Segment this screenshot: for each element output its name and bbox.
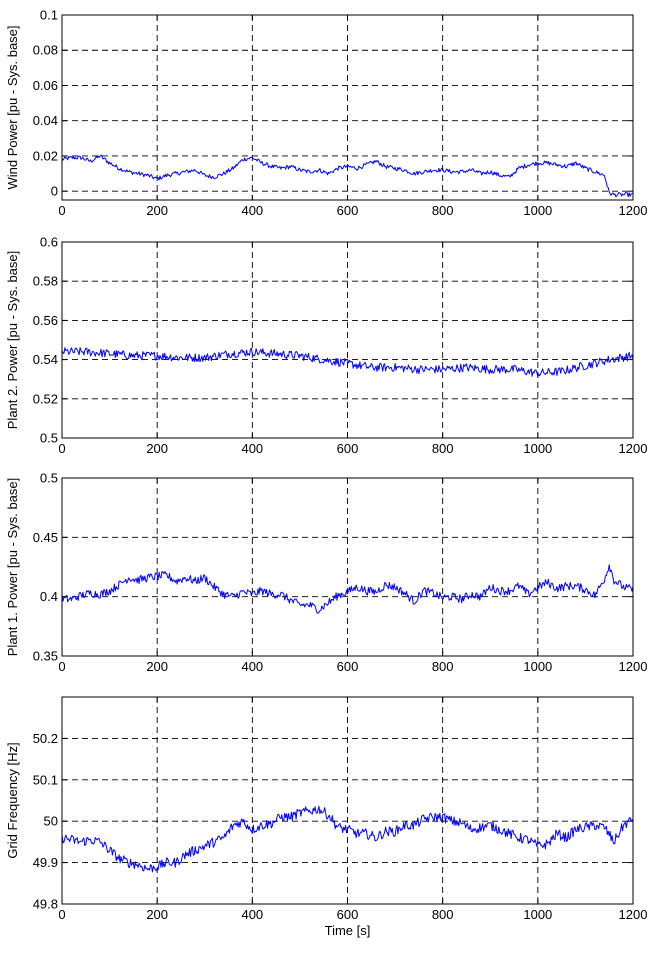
x-tick-label: 800 <box>432 203 454 218</box>
x-tick-label: 600 <box>337 659 359 674</box>
x-tick-label: 600 <box>337 907 359 922</box>
axes-plant1-power <box>61 477 634 657</box>
x-tick-label: 0 <box>58 203 65 218</box>
y-axis-label-plant1-power: Plant 1. Power [pu - Sys. base] <box>5 478 20 656</box>
x-tick-label: 600 <box>337 441 359 456</box>
x-tick-label: 800 <box>432 659 454 674</box>
x-tick-label: 400 <box>241 907 263 922</box>
y-tick-label: 0.6 <box>40 235 58 250</box>
x-axis-label-time: Time [s] <box>325 923 371 938</box>
grid-plant1-power <box>61 477 634 657</box>
y-tick-label: 0.54 <box>33 352 58 367</box>
x-tick-label: 1000 <box>523 659 552 674</box>
x-tick-label: 1000 <box>523 907 552 922</box>
tick-labels-wind-power: 0 200 400 600 800 1000 1200 0 0.02 0.04 0.06 0.08 0.… <box>33 8 648 219</box>
x-tick-label: 400 <box>241 441 263 456</box>
x-tick-label: 1000 <box>523 203 552 218</box>
series-line-grid-frequency <box>61 805 634 873</box>
x-tick-label: 1000 <box>523 441 552 456</box>
x-tick-label: 800 <box>432 441 454 456</box>
panel-grid-frequency: 0 200 400 600 800 1000 120049.849.95050.150.2 … <box>5 696 648 938</box>
grid-grid-frequency <box>61 697 634 905</box>
y-tick-label: 49.8 <box>33 897 58 912</box>
x-tick-label: 1200 <box>619 659 648 674</box>
x-tick-label: 200 <box>146 659 168 674</box>
y-tick-label: 0.06 <box>33 78 58 93</box>
y-tick-label: 0.08 <box>33 43 58 58</box>
x-tick-label: 400 <box>241 659 263 674</box>
x-tick-label: 600 <box>337 203 359 218</box>
grid-plant2-power <box>61 241 634 439</box>
y-tick-label: 50.1 <box>33 772 58 787</box>
y-tick-label: 0.1 <box>40 8 58 23</box>
grid-wind-power <box>61 14 634 200</box>
x-tick-label: 1200 <box>619 907 648 922</box>
series-line-plant1-power <box>61 564 634 614</box>
x-tick-label: 1200 <box>619 441 648 456</box>
series-line-wind-power <box>61 154 634 198</box>
y-tick-label: 0.35 <box>33 649 58 664</box>
y-tick-label: 0.4 <box>40 589 58 604</box>
tick-labels-plant1-power: 0 200 400 600 800 1000 1200 0.35 0.4 0.45 0.5 <box>33 471 648 675</box>
y-tick-label: 0.58 <box>33 274 58 289</box>
x-tick-label: 200 <box>146 907 168 922</box>
y-axis-label-wind-power: Wind Power [pu - Sys. base] <box>5 25 20 189</box>
y-tick-label: 0.56 <box>33 313 58 328</box>
y-tick-label: 0.5 <box>40 471 58 486</box>
tick-labels-plant2-power: 0 200 400 600 800 1000 1200 0.5 0.52 0.54 0.56 0.58… <box>33 235 648 457</box>
x-tick-label: 0 <box>58 907 65 922</box>
panel-wind-power: 0 200 400 600 800 1000 1200 0 0.02 0.04 0.06 0.08 0.… <box>5 8 647 219</box>
y-tick-label: 0.04 <box>33 113 58 128</box>
y-tick-label: 0.45 <box>33 530 58 545</box>
axes-plant2-power <box>61 241 634 439</box>
series-line-plant2-power <box>61 347 634 378</box>
y-tick-label: 50.2 <box>33 731 58 746</box>
panel-plant1-power: 0 200 400 600 800 1000 1200 0.35 0.4 0.45 0.5 Plan… <box>5 471 647 675</box>
y-axis-label-plant2-power: Plant 2. Power [pu - Sys. base] <box>5 251 20 429</box>
y-tick-label: 0.5 <box>40 431 58 446</box>
x-tick-label: 200 <box>146 441 168 456</box>
tick-labels-grid-frequency: 0 200 400 600 800 1000 1200 49.8 49.9 50 50.1 50.2 <box>33 731 648 922</box>
y-tick-label: 49.9 <box>33 855 58 870</box>
x-tick-label: 0 <box>58 659 65 674</box>
x-tick-label: 200 <box>146 203 168 218</box>
x-tick-label: 800 <box>432 907 454 922</box>
x-tick-label: 400 <box>241 203 263 218</box>
panel-plant2-power: 0 200 400 600 800 1000 1200 0.5 0.52 0.54 0.56 0.58… <box>5 235 647 457</box>
axes-wind-power <box>61 14 634 201</box>
y-axis-label-grid-frequency: Grid Frequency [Hz] <box>5 742 20 858</box>
y-tick-label: 0.02 <box>33 148 58 163</box>
axes-grid-frequency <box>61 696 634 905</box>
x-tick-label: 1200 <box>619 203 648 218</box>
y-tick-label: 0 <box>51 184 58 199</box>
y-tick-label: 0.52 <box>33 391 58 406</box>
y-tick-label: 50 <box>44 814 58 829</box>
x-tick-label: 0 <box>58 441 65 456</box>
